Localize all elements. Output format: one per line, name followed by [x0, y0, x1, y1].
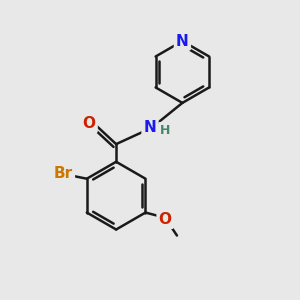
Text: H: H [160, 124, 170, 137]
Text: N: N [144, 120, 156, 135]
Text: O: O [82, 116, 95, 131]
Text: O: O [159, 212, 172, 227]
Text: Br: Br [54, 166, 73, 181]
Text: N: N [176, 34, 189, 49]
